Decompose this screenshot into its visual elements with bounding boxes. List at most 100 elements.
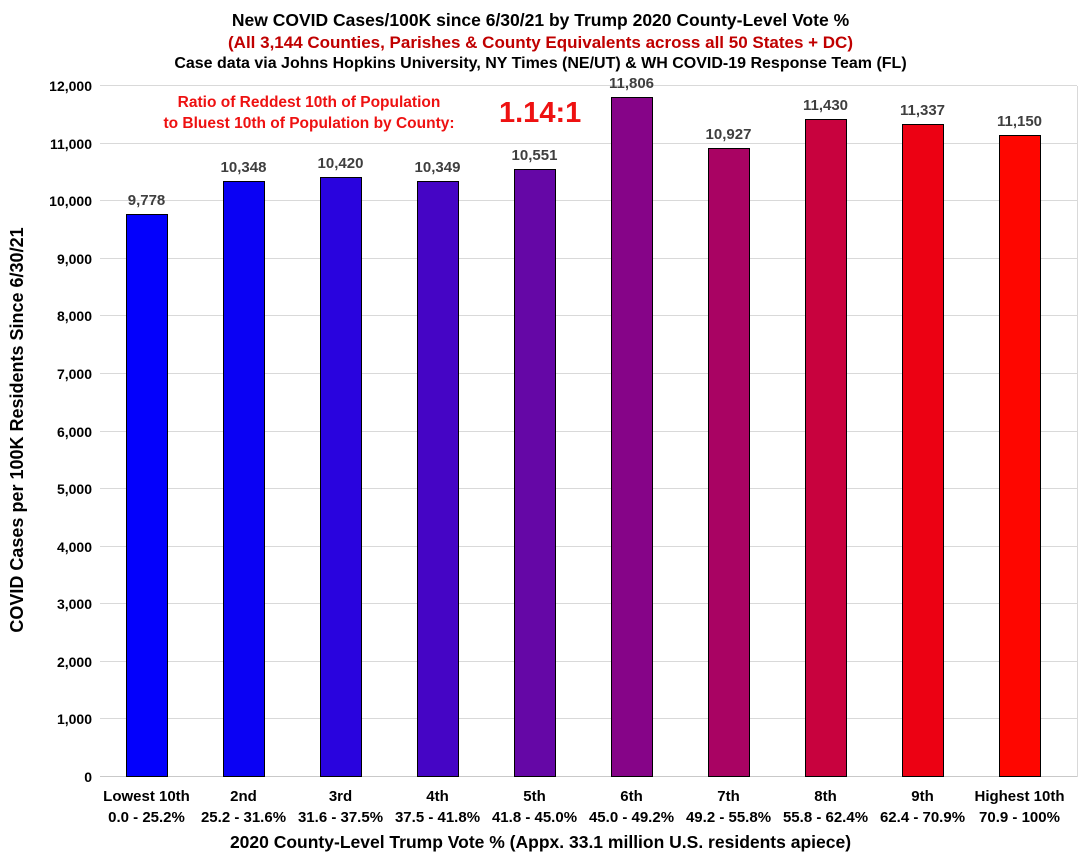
x-category-label-5: 5th 41.8 - 45.0% (486, 786, 583, 828)
x-category-name: Lowest 10th (103, 788, 190, 805)
y-tick-label-1000: 1,000 (56, 711, 92, 728)
y-tick-label-10000: 10,000 (49, 193, 92, 210)
x-category-label-4: 4th 37.5 - 41.8% (389, 786, 486, 828)
chart-header: New COVID Cases/100K since 6/30/21 by Tr… (0, 9, 1081, 74)
x-category-range: 25.2 - 31.6% (200, 809, 287, 826)
gridline-12000 (100, 85, 1077, 86)
bar-column-6: 11,806 (583, 75, 680, 777)
chart-title: New COVID Cases/100K since 6/30/21 by Tr… (231, 10, 850, 30)
bar-4th (416, 181, 459, 777)
gridline-4000 (100, 545, 1077, 547)
bar-value-label: 11,150 (996, 112, 1043, 130)
bar-highest-10th (998, 134, 1041, 777)
bar-value-label: 11,806 (608, 75, 655, 93)
x-category-label-7: 7th 49.2 - 55.8% (680, 786, 777, 828)
gridline-9000 (100, 257, 1077, 259)
y-tick-label-2000: 2,000 (56, 653, 92, 670)
x-category-label-3: 3rd 31.6 - 37.5% (292, 786, 389, 828)
gridline-8000 (100, 315, 1077, 317)
x-axis-category-labels: Lowest 10th 0.0 - 25.2% 2nd 25.2 - 31.6% 3rd… (98, 786, 1068, 828)
gridline-0 (100, 776, 1077, 777)
y-tick-label-3000: 3,000 (56, 596, 92, 613)
bar-column-9: 11,337 (874, 86, 971, 777)
ratio-annotation: Ratio of Reddest 10th of Population to B… (128, 92, 581, 134)
bar-value-label: 11,430 (802, 96, 849, 114)
bar-value-label: 10,349 (414, 159, 461, 177)
x-category-label-8: 8th 55.8 - 62.4% (777, 786, 874, 828)
x-category-range: 0.0 - 25.2% (108, 809, 185, 826)
ratio-annotation-text: Ratio of Reddest 10th of Population to B… (128, 92, 490, 134)
bar-column-10: 11,150 (971, 86, 1068, 777)
bar-7th (707, 147, 750, 777)
ratio-annotation-line2: to Bluest 10th of Population by County: (163, 115, 455, 132)
bar-column-8: 11,430 (777, 86, 874, 777)
y-tick-label-6000: 6,000 (56, 423, 92, 440)
bar-column-7: 10,927 (680, 86, 777, 777)
bar-value-label: 10,420 (317, 154, 364, 172)
bar-value-label: 9,778 (127, 191, 166, 209)
y-tick-label-5000: 5,000 (56, 481, 92, 498)
bar-column-3: 10,420 (292, 86, 389, 777)
gridline-11000 (100, 142, 1077, 144)
x-category-range: 70.9 - 100% (979, 809, 1060, 826)
bar-9th (901, 124, 944, 777)
bar-value-label: 10,551 (511, 147, 558, 165)
x-category-name: 2nd (230, 788, 257, 805)
y-axis-tick-labels: 0 1,000 2,000 3,000 4,000 5,000 6,000 7,000 8,00… (0, 78, 92, 785)
x-category-range: 31.6 - 37.5% (297, 809, 384, 826)
bar-column-5: 10,551 (486, 86, 583, 777)
gridline-2000 (100, 660, 1077, 662)
y-tick-label-8000: 8,000 (56, 308, 92, 325)
x-category-label-10: Highest 10th 70.9 - 100% (971, 786, 1068, 828)
x-category-name: 9th (911, 788, 934, 805)
bar-column-2: 10,348 (195, 86, 292, 777)
bar-value-label: 11,337 (899, 102, 946, 120)
bar-5th (513, 169, 556, 777)
gridline-7000 (100, 372, 1077, 374)
ratio-value: 1.14:1 (499, 96, 582, 129)
bar-value-label: 10,348 (220, 159, 267, 177)
x-category-range: 55.8 - 62.4% (782, 809, 869, 826)
x-category-name: Highest 10th (974, 788, 1065, 805)
gridline-3000 (100, 603, 1077, 605)
y-tick-label-11000: 11,000 (49, 135, 92, 152)
x-axis-title: 2020 County-Level Trump Vote % (Appx. 33… (229, 832, 852, 852)
x-category-name: 4th (426, 788, 449, 805)
y-tick-label-12000: 12,000 (49, 78, 92, 94)
bar-2nd (222, 181, 265, 777)
x-category-name: 5th (523, 788, 546, 805)
bar-lowest-10th (125, 213, 168, 777)
x-category-range: 49.2 - 55.8% (685, 809, 772, 826)
y-tick-label-4000: 4,000 (56, 538, 92, 555)
y-tick-label-9000: 9,000 (56, 250, 92, 267)
x-category-range: 41.8 - 45.0% (491, 809, 578, 826)
gridline-6000 (100, 430, 1077, 432)
plot-area (100, 85, 1078, 777)
bar-column-1: 9,778 (98, 86, 195, 777)
x-category-name: 6th (620, 788, 643, 805)
x-category-range: 62.4 - 70.9% (879, 809, 966, 826)
bar-column-4: 10,349 (389, 86, 486, 777)
x-category-name: 7th (717, 788, 740, 805)
bar-3rd (319, 176, 362, 777)
chart-subtitle: (All 3,144 Counties, Parishes & County E… (228, 33, 853, 52)
gridline-1000 (100, 718, 1077, 720)
x-category-label-2: 2nd 25.2 - 31.6% (195, 786, 292, 828)
ratio-annotation-line1: Ratio of Reddest 10th of Population (177, 94, 441, 111)
x-category-range: 37.5 - 41.8% (394, 809, 481, 826)
bar-series: 9,778 10,348 10,420 10,349 10,551 11,806 10,92… (98, 75, 1068, 777)
x-category-name: 8th (814, 788, 837, 805)
x-category-label-6: 6th 45.0 - 49.2% (583, 786, 680, 828)
y-tick-label-0: 0 (84, 769, 92, 785)
x-category-label-1: Lowest 10th 0.0 - 25.2% (98, 786, 195, 828)
bar-6th (610, 97, 653, 777)
bar-value-label: 10,927 (705, 125, 752, 143)
y-tick-label-7000: 7,000 (56, 365, 92, 382)
x-category-name: 3rd (328, 788, 353, 805)
bar-8th (804, 118, 847, 777)
x-category-range: 45.0 - 49.2% (588, 809, 675, 826)
gridline-10000 (100, 200, 1077, 202)
x-category-label-9: 9th 62.4 - 70.9% (874, 786, 971, 828)
chart-source-line: Case data via Johns Hopkins University, … (174, 55, 907, 72)
